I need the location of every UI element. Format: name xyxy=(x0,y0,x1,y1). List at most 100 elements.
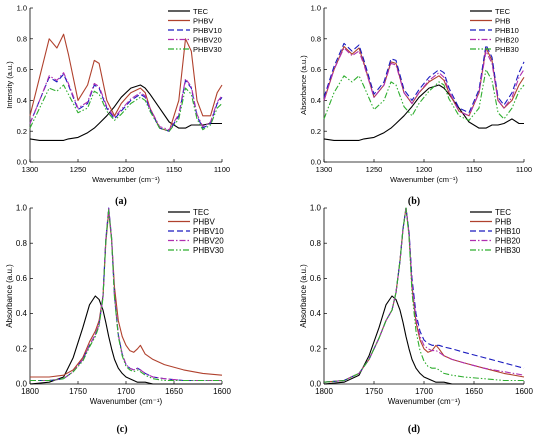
series-line-phb20 xyxy=(323,47,525,117)
chart-panel-4: 0.0 0.2 0.4 0.6 0.8 1.0 1800 1750 1700 1650 1600 Wa… xyxy=(299,204,533,435)
series-line-tec xyxy=(323,84,524,141)
panel-label: (d) xyxy=(408,424,420,435)
x-tick-label: 1300 xyxy=(22,165,39,174)
x-tick-label: 1150 xyxy=(166,165,182,174)
y-tick-label: 0.8 xyxy=(16,239,28,248)
legend-entry: PHB xyxy=(495,16,510,25)
series-line-phb10 xyxy=(323,42,525,114)
y-tick-label: 0.2 xyxy=(310,344,322,353)
series-line-phbv30 xyxy=(29,84,223,132)
x-axis-label: Wavenumber (cm⁻¹) xyxy=(90,397,163,406)
series-line-phb30 xyxy=(323,207,524,383)
legend-entry: PHB20 xyxy=(495,236,521,245)
chart-panel-1: 0.0 0.2 0.4 0.6 0.8 1.0 1300 1250 1200 1150 1100 Wa… xyxy=(5,4,230,207)
legend-entry: PHBV10 xyxy=(193,26,222,35)
x-tick-label: 1700 xyxy=(117,387,135,396)
series-line-phbv20 xyxy=(29,72,223,131)
chart-panel-3: 0.0 0.2 0.4 0.6 0.8 1.0 1800 1750 1700 1650 1600 Wa… xyxy=(5,204,231,435)
chart-panel-2: 0.0 0.2 0.4 0.6 0.8 1.0 1300 1250 1200 1150 1100 Wa… xyxy=(299,4,532,207)
x-axis-label: Wavenumber (cm⁻¹) xyxy=(388,397,461,406)
legend-entry: PHB xyxy=(495,217,511,226)
x-tick-label: 1100 xyxy=(214,165,230,174)
y-tick-label: 0.6 xyxy=(310,274,322,283)
x-tick-label: 1700 xyxy=(415,387,433,396)
y-axis-label: Absorbance (a.u.) xyxy=(5,264,14,328)
legend-entry: PHBV20 xyxy=(193,236,224,245)
y-tick-label: 0.6 xyxy=(16,274,28,283)
legend-entry: PHBV30 xyxy=(193,45,222,54)
y-tick-label: 1.0 xyxy=(311,4,321,13)
legend-entry: TEC xyxy=(193,7,209,16)
y-tick-label: 0.0 xyxy=(16,380,28,389)
series-line-phbv xyxy=(30,210,223,378)
series-line-phbv30 xyxy=(30,209,222,382)
y-tick-label: 1.0 xyxy=(17,4,27,13)
panel-label: (c) xyxy=(116,424,127,435)
legend-entry: PHBV20 xyxy=(193,35,222,44)
legend-entry: PHB20 xyxy=(495,35,519,44)
y-tick-label: 1.0 xyxy=(310,204,322,213)
x-axis-label: Wavenumber (cm⁻¹) xyxy=(92,175,160,184)
series-line-tec xyxy=(323,295,524,385)
series-line-phb30 xyxy=(323,69,525,121)
y-axis-label: Intensity (a.u.) xyxy=(5,61,14,109)
legend-entry: PHB10 xyxy=(495,26,519,35)
series-line-tec xyxy=(29,84,222,141)
x-tick-label: 1600 xyxy=(515,387,533,396)
legend-entry: PHBV10 xyxy=(193,227,224,236)
x-tick-label: 1150 xyxy=(466,165,482,174)
x-tick-label: 1200 xyxy=(416,165,433,174)
panel-label: (a) xyxy=(115,196,127,207)
y-tick-label: 0.6 xyxy=(311,65,321,74)
x-tick-label: 1250 xyxy=(70,165,87,174)
x-tick-label: 1300 xyxy=(316,165,333,174)
legend-entry: PHB30 xyxy=(495,45,519,54)
y-tick-label: 0.6 xyxy=(17,65,27,74)
x-tick-label: 1750 xyxy=(365,387,383,396)
y-tick-label: 1.0 xyxy=(16,204,28,213)
x-tick-label: 1100 xyxy=(516,165,532,174)
legend-entry: PHBV xyxy=(193,217,215,226)
y-tick-label: 0.4 xyxy=(16,309,28,318)
legend-entry: PHB30 xyxy=(495,246,521,255)
series-line-phbv xyxy=(29,33,223,132)
x-tick-label: 1600 xyxy=(213,387,231,396)
panel-label: (b) xyxy=(408,196,420,207)
legend-entry: PHBV xyxy=(193,16,213,25)
x-tick-label: 1800 xyxy=(315,387,333,396)
series-line-phb xyxy=(323,45,525,117)
y-tick-label: 0.0 xyxy=(310,380,322,389)
series-line-phb20 xyxy=(323,207,525,383)
legend-entry: TEC xyxy=(193,208,209,217)
x-tick-label: 1800 xyxy=(21,387,39,396)
y-axis-label: Absorbance (a.u.) xyxy=(299,264,308,328)
y-tick-label: 0.2 xyxy=(16,344,28,353)
legend-entry: PHBV30 xyxy=(193,246,224,255)
series-line-phb xyxy=(323,207,525,383)
series-line-tec xyxy=(29,295,222,385)
x-tick-label: 1200 xyxy=(118,165,135,174)
x-tick-label: 1750 xyxy=(69,387,87,396)
y-axis-label: Absorbance (a.u.) xyxy=(299,55,308,115)
y-tick-label: 0.4 xyxy=(17,96,27,105)
x-tick-label: 1250 xyxy=(366,165,383,174)
y-tick-label: 0.8 xyxy=(17,34,27,43)
y-tick-label: 0.4 xyxy=(311,96,321,105)
y-tick-label: 0.8 xyxy=(310,239,322,248)
x-tick-label: 1650 xyxy=(465,387,483,396)
y-tick-label: 0.2 xyxy=(311,127,321,136)
y-tick-label: 0.8 xyxy=(311,34,321,43)
series-line-phbv20 xyxy=(30,207,222,382)
legend-entry: PHB10 xyxy=(495,227,521,236)
x-tick-label: 1650 xyxy=(165,387,183,396)
legend-entry: TEC xyxy=(495,208,511,217)
y-tick-label: 0.0 xyxy=(17,158,27,167)
y-tick-label: 0.2 xyxy=(17,127,27,136)
series-line-phb10 xyxy=(323,207,525,383)
y-tick-label: 0.0 xyxy=(311,158,321,167)
